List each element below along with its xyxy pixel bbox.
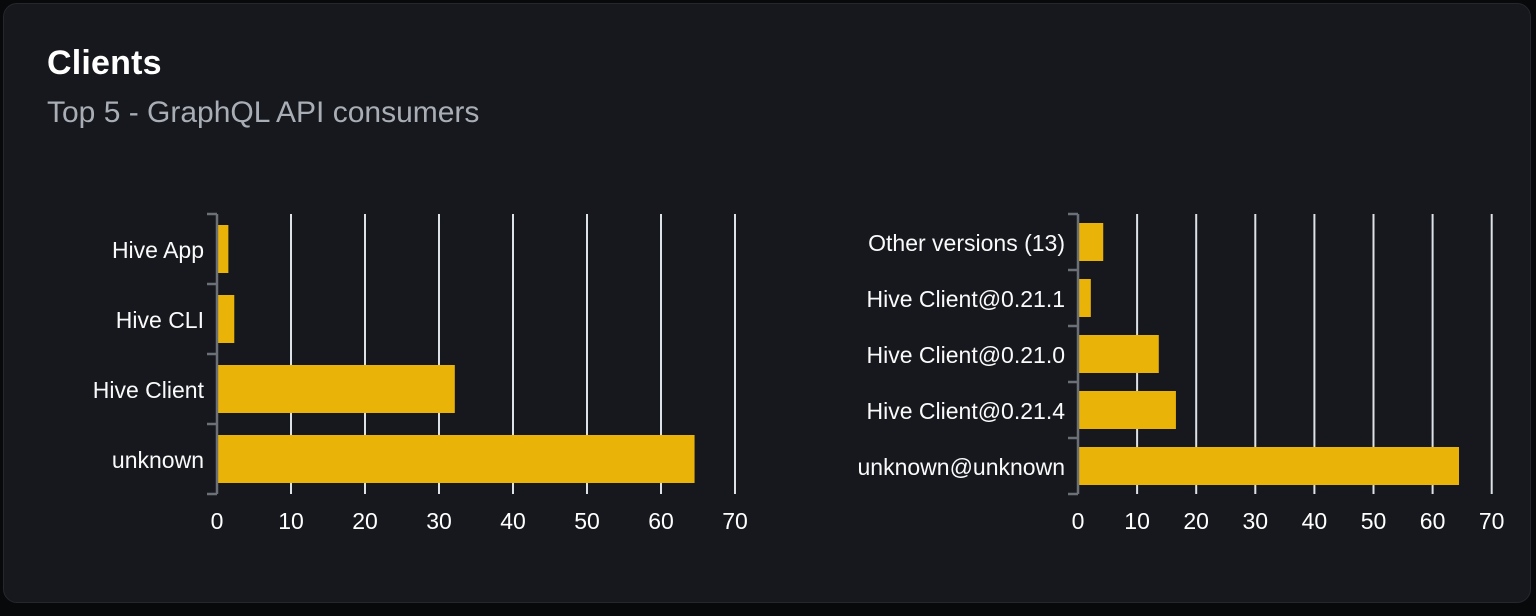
bar-hive-app[interactable]: [218, 225, 229, 273]
card-title: Clients: [47, 44, 162, 82]
card-subtitle: Top 5 - GraphQL API consumers: [47, 96, 480, 129]
bar-chart-versions: Other versions (13) Hive Client@0.21.1 Hiv…: [858, 212, 1505, 534]
category-label: Hive App: [112, 237, 204, 263]
x-tick-label: 70: [722, 508, 748, 534]
x-tick-label: 70: [1479, 508, 1505, 534]
bar-hive-cli[interactable]: [218, 295, 235, 343]
x-tick-label: 10: [278, 508, 304, 534]
x-tick-label: 20: [1183, 508, 1209, 534]
category-label: unknown: [112, 447, 204, 473]
bar-unknown-unknown[interactable]: [1079, 447, 1460, 485]
bar-hive-client-0-21-0[interactable]: [1079, 335, 1159, 373]
category-label: Hive CLI: [116, 307, 204, 333]
x-tick-label: 10: [1124, 508, 1150, 534]
x-tick-label: 50: [1361, 508, 1387, 534]
bar-unknown[interactable]: [218, 435, 695, 483]
x-tick-label: 30: [426, 508, 452, 534]
x-tick-label: 0: [1072, 508, 1085, 534]
category-label: Hive Client: [93, 377, 205, 403]
category-label: Other versions (13): [868, 230, 1065, 256]
category-label: Hive Client@0.21.0: [867, 342, 1066, 368]
x-tick-label: 20: [352, 508, 378, 534]
x-tick-label: 30: [1243, 508, 1269, 534]
x-tick-label: 0: [211, 508, 224, 534]
x-tick-label: 60: [648, 508, 674, 534]
bar-chart-clients: Hive App Hive CLI Hive Client unknown 0 10 20 3…: [93, 212, 748, 534]
bar-other-versions-13-[interactable]: [1079, 223, 1104, 261]
clients-card: Clients Top 5 - GraphQL API consumers Hi…: [3, 3, 1531, 603]
x-tick-label: 40: [1302, 508, 1328, 534]
bar-hive-client-0-21-4[interactable]: [1079, 391, 1176, 429]
category-label: Hive Client@0.21.4: [867, 398, 1066, 424]
category-label: Hive Client@0.21.1: [867, 286, 1066, 312]
x-tick-label: 60: [1420, 508, 1446, 534]
bar-hive-client[interactable]: [218, 365, 455, 413]
x-tick-label: 50: [574, 508, 600, 534]
category-label: unknown@unknown: [858, 454, 1065, 480]
x-tick-label: 40: [500, 508, 526, 534]
clients-bar-charts: Hive App Hive CLI Hive Client unknown 0 10 20 3…: [93, 212, 1505, 534]
bar-hive-client-0-21-1[interactable]: [1079, 279, 1091, 317]
